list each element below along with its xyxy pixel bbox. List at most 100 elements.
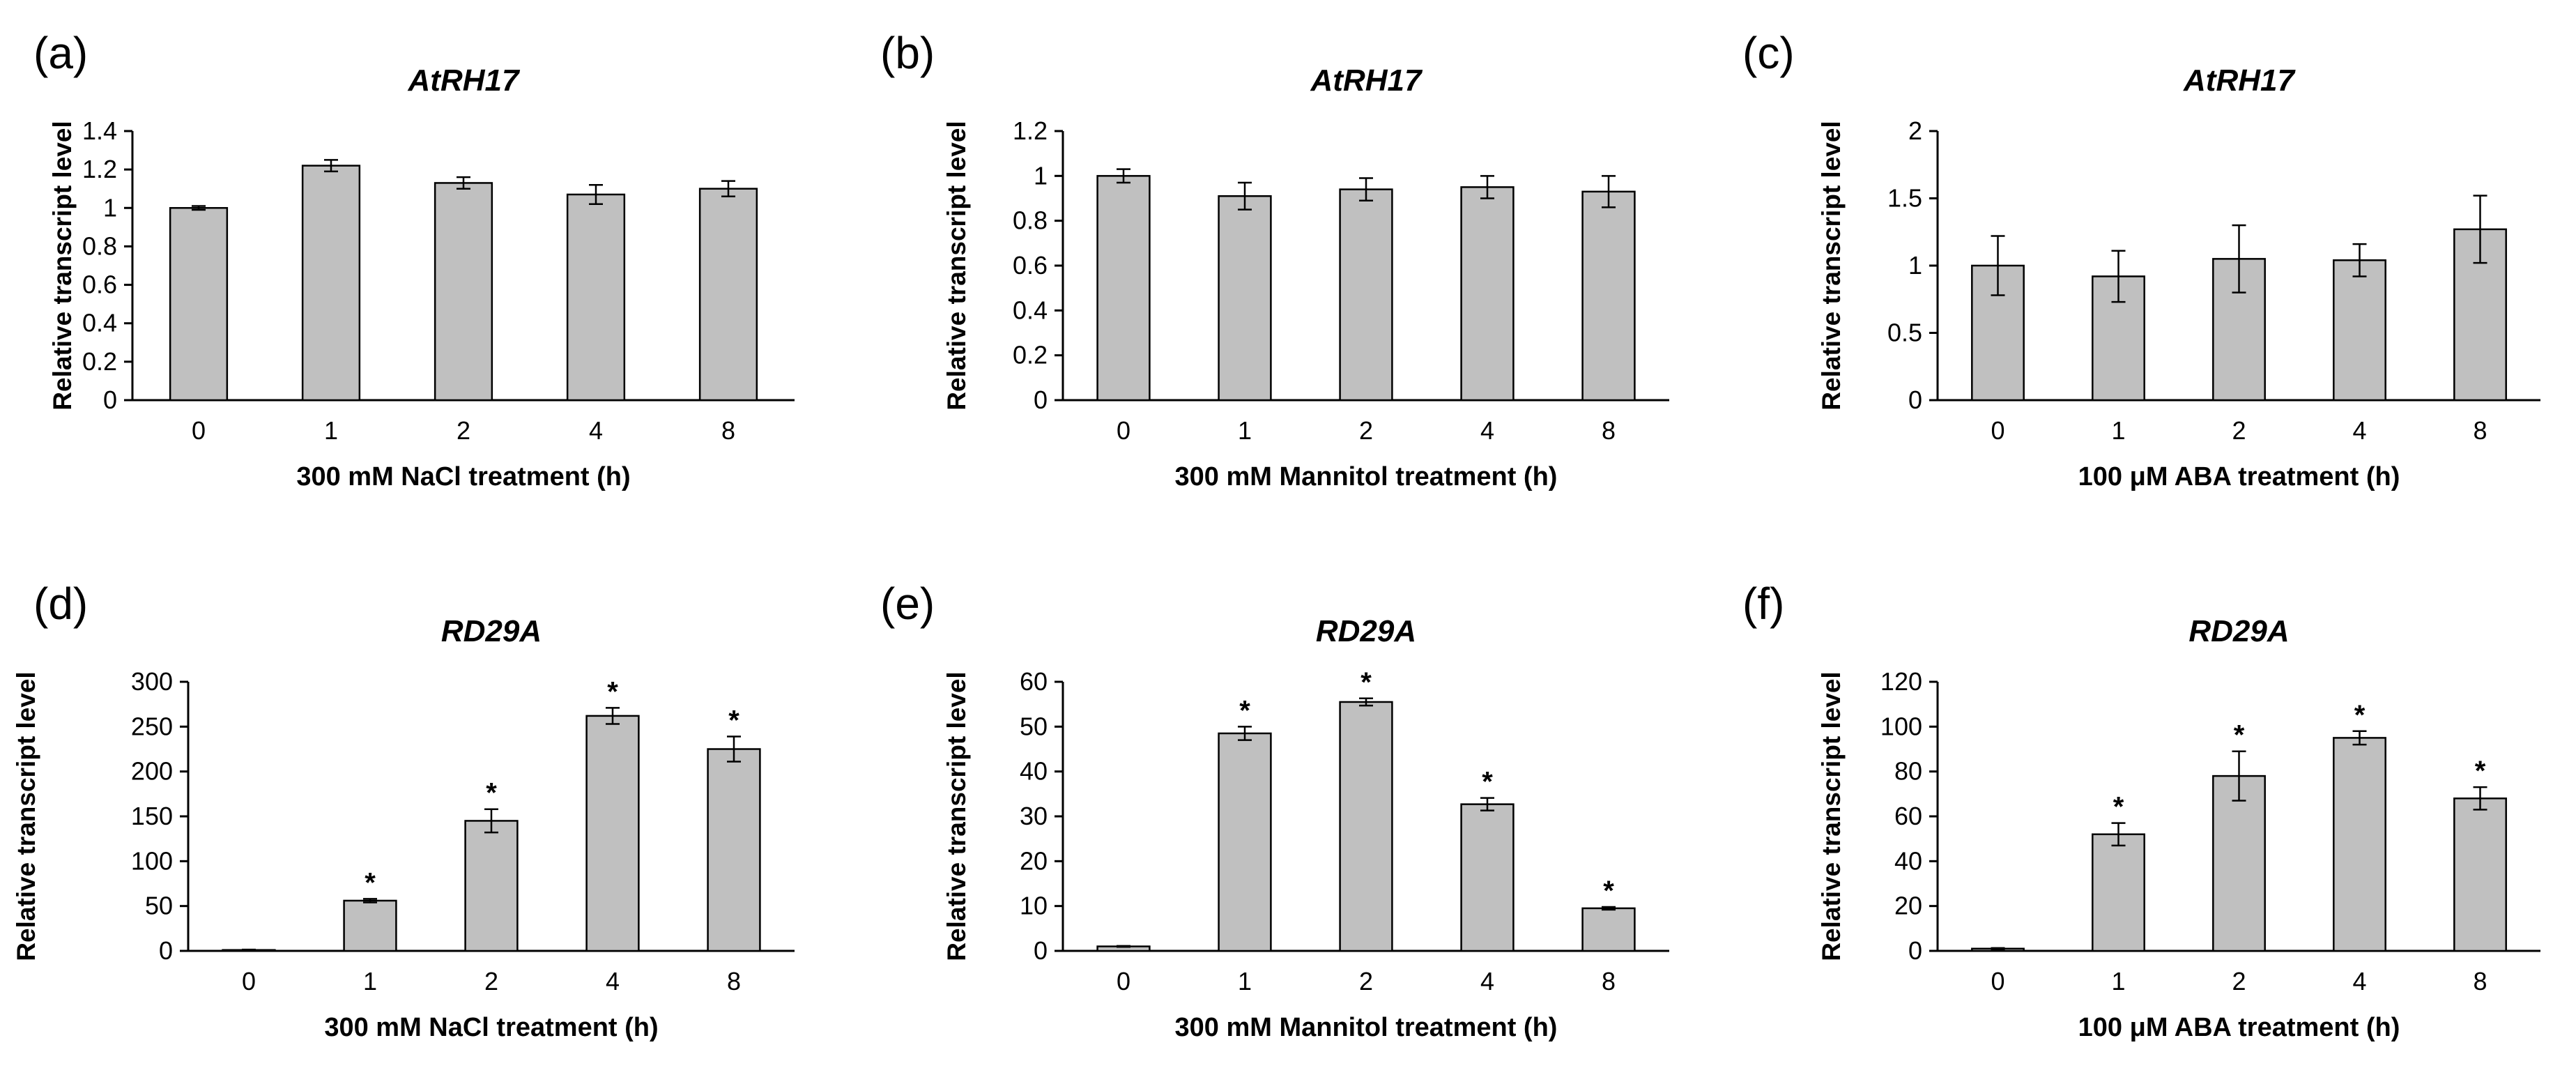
panel-letter: (d) bbox=[33, 579, 88, 629]
y-tick-label: 0.8 bbox=[1013, 206, 1048, 235]
x-tick-label: 8 bbox=[2473, 967, 2487, 995]
bar bbox=[1096, 175, 1151, 402]
bar bbox=[1460, 186, 1515, 402]
y-tick-label: 100 bbox=[131, 846, 173, 875]
chart-panel-3: (c) AtRH17 0 0.5 1 1.5 2 Relative transcript le… bbox=[1742, 28, 2540, 491]
y-tick-label: 300 bbox=[131, 667, 173, 696]
y-tick-label: 20 bbox=[1020, 846, 1048, 875]
bar bbox=[1581, 190, 1636, 402]
y-axis-title: Relative transcript level bbox=[1817, 671, 1846, 961]
bar bbox=[2453, 798, 2507, 952]
panel-title: RD29A bbox=[2188, 614, 2289, 648]
bar bbox=[707, 748, 761, 952]
y-tick-label: 50 bbox=[145, 892, 173, 920]
bar bbox=[464, 820, 519, 952]
y-axis-title: Relative transcript level bbox=[942, 671, 971, 961]
significance-mark: * bbox=[2354, 700, 2366, 731]
y-tick-label: 0 bbox=[103, 386, 117, 414]
x-tick-label: 8 bbox=[2473, 416, 2487, 445]
bar bbox=[585, 715, 640, 952]
x-tick-label: 0 bbox=[1991, 416, 2004, 445]
y-tick-label: 120 bbox=[1880, 667, 1922, 696]
y-tick-label: 1.2 bbox=[1013, 116, 1048, 145]
significance-mark: * bbox=[2234, 720, 2245, 751]
chart-panel-4: (d) RD29A 0 50 100 150 200 250 300 Relative trans… bbox=[12, 579, 795, 1042]
y-tick-label: 0.2 bbox=[82, 347, 117, 376]
x-tick-label: 4 bbox=[1480, 967, 1494, 995]
y-tick-label: 2 bbox=[1908, 116, 1922, 145]
x-axis-title: 300 mM NaCl treatment (h) bbox=[324, 1013, 658, 1042]
x-tick-label: 1 bbox=[1238, 416, 1252, 445]
bar bbox=[169, 207, 229, 402]
y-tick-label: 0.6 bbox=[1013, 251, 1048, 280]
panel-title: AtRH17 bbox=[1310, 63, 1423, 98]
y-tick-label: 0 bbox=[1908, 386, 1922, 414]
bar bbox=[301, 165, 361, 402]
significance-mark: * bbox=[486, 778, 497, 809]
y-tick-label: 250 bbox=[131, 712, 173, 740]
y-axis-title: Relative transcript level bbox=[12, 671, 40, 961]
panel-letter: (c) bbox=[1742, 28, 1795, 78]
x-tick-label: 2 bbox=[484, 967, 498, 995]
x-tick-label: 0 bbox=[192, 416, 206, 445]
x-tick-label: 1 bbox=[363, 967, 377, 995]
y-tick-label: 1.4 bbox=[82, 116, 117, 145]
y-tick-label: 1.2 bbox=[82, 155, 117, 183]
x-tick-label: 1 bbox=[324, 416, 338, 445]
significance-mark: * bbox=[1239, 695, 1250, 726]
y-tick-label: 0 bbox=[1908, 936, 1922, 965]
y-tick-label: 80 bbox=[1894, 757, 1922, 786]
x-tick-label: 4 bbox=[1480, 416, 1494, 445]
significance-mark: * bbox=[2113, 792, 2124, 823]
y-tick-label: 1.5 bbox=[1887, 184, 1922, 213]
bar bbox=[2333, 737, 2386, 952]
bar bbox=[434, 182, 493, 402]
x-axis-title: 300 mM Mannitol treatment (h) bbox=[1175, 1013, 1558, 1042]
significance-mark: * bbox=[1603, 876, 1614, 906]
x-axis-title: 300 mM NaCl treatment (h) bbox=[296, 462, 630, 491]
x-tick-label: 2 bbox=[2232, 416, 2246, 445]
y-tick-label: 0.8 bbox=[82, 231, 117, 260]
y-tick-label: 100 bbox=[1880, 712, 1922, 740]
panel-title: AtRH17 bbox=[408, 63, 521, 98]
panel-title: AtRH17 bbox=[2183, 63, 2296, 98]
x-axis-title: 100 μM ABA treatment (h) bbox=[2078, 1013, 2400, 1042]
x-axis-title: 100 μM ABA treatment (h) bbox=[2078, 462, 2400, 491]
y-axis-title: Relative transcript level bbox=[48, 121, 77, 410]
bar bbox=[1581, 907, 1636, 952]
x-tick-label: 0 bbox=[1117, 416, 1130, 445]
x-tick-label: 8 bbox=[727, 967, 741, 995]
y-tick-label: 1 bbox=[103, 193, 117, 222]
x-tick-label: 2 bbox=[1359, 967, 1373, 995]
y-tick-label: 0.2 bbox=[1013, 341, 1048, 369]
bar bbox=[698, 188, 758, 402]
panel-letter: (f) bbox=[1742, 579, 1784, 629]
y-tick-label: 0.5 bbox=[1887, 319, 1922, 347]
x-tick-label: 8 bbox=[721, 416, 735, 445]
y-tick-label: 10 bbox=[1020, 892, 1048, 920]
x-tick-label: 1 bbox=[2111, 416, 2125, 445]
significance-mark: * bbox=[1360, 667, 1372, 698]
bar bbox=[566, 193, 626, 402]
y-tick-label: 0.4 bbox=[82, 309, 117, 337]
y-tick-label: 200 bbox=[131, 757, 173, 786]
y-tick-label: 0 bbox=[1034, 386, 1048, 414]
x-tick-label: 1 bbox=[2111, 967, 2125, 995]
bar bbox=[2333, 259, 2386, 402]
bar bbox=[1339, 188, 1393, 402]
panel-letter: (b) bbox=[880, 28, 935, 78]
x-tick-label: 4 bbox=[2352, 416, 2366, 445]
x-tick-label: 2 bbox=[1359, 416, 1373, 445]
significance-mark: * bbox=[365, 867, 376, 898]
y-tick-label: 50 bbox=[1020, 712, 1048, 740]
bar bbox=[1218, 195, 1272, 402]
x-tick-label: 0 bbox=[242, 967, 256, 995]
bar bbox=[1339, 701, 1393, 952]
y-tick-label: 30 bbox=[1020, 802, 1048, 830]
y-tick-label: 1 bbox=[1034, 161, 1048, 190]
panel-letter: (e) bbox=[880, 579, 935, 629]
y-tick-label: 20 bbox=[1894, 892, 1922, 920]
